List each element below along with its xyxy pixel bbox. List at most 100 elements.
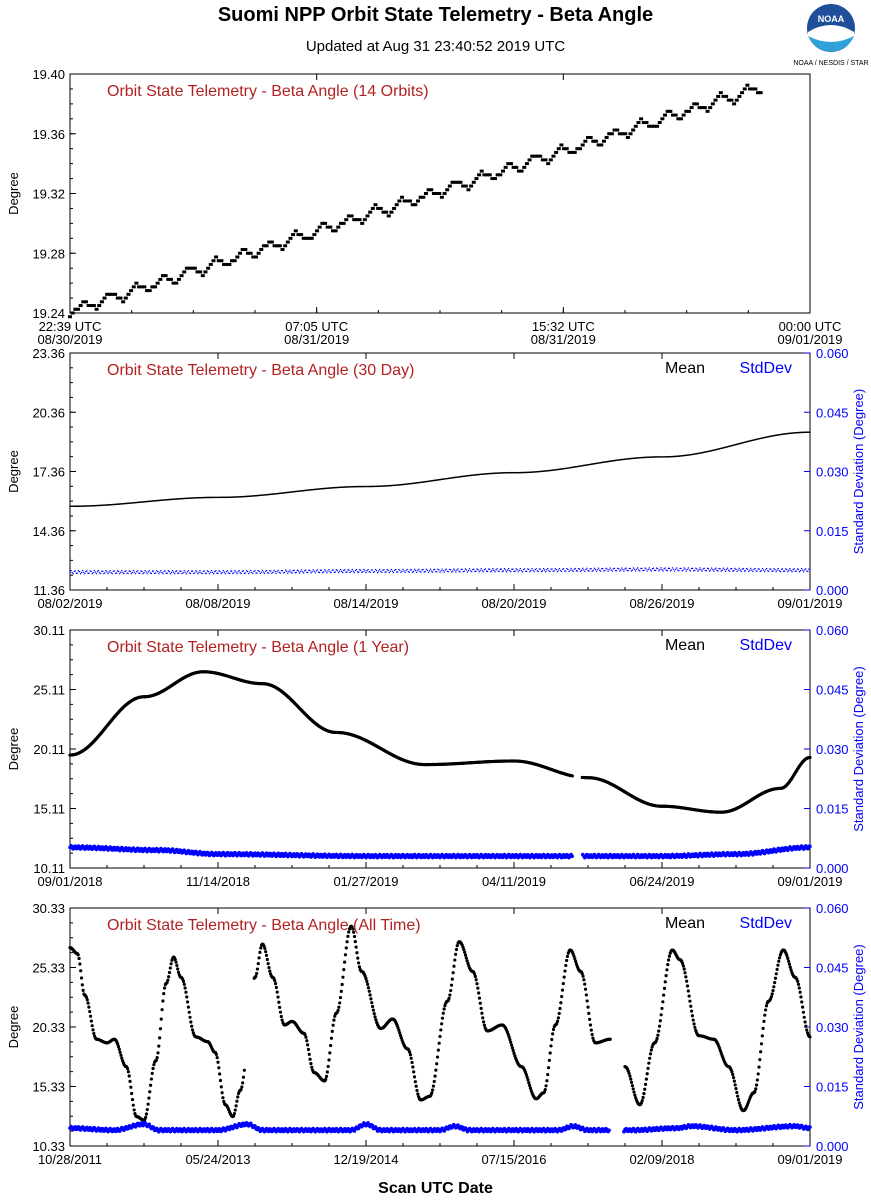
y-axis-label: Degree xyxy=(6,1006,21,1049)
data-point xyxy=(280,570,283,572)
data-point xyxy=(186,571,189,573)
data-point xyxy=(167,570,170,572)
data-point xyxy=(745,83,750,87)
data-point xyxy=(295,571,297,574)
data-point xyxy=(558,567,561,570)
data-point xyxy=(772,985,776,989)
data-point xyxy=(590,568,592,570)
data-point xyxy=(362,218,367,222)
data-point xyxy=(506,162,511,166)
data-point xyxy=(182,982,186,986)
data-point xyxy=(374,568,377,571)
data-point xyxy=(145,1107,149,1112)
data-point xyxy=(748,87,753,91)
data-point xyxy=(355,951,359,955)
data-point xyxy=(74,570,76,572)
data-point xyxy=(460,568,462,571)
data-point xyxy=(465,569,468,571)
data-point xyxy=(692,1022,696,1026)
data-point xyxy=(426,188,431,192)
data-point xyxy=(531,567,533,570)
data-point xyxy=(720,570,722,572)
data-point xyxy=(689,106,694,110)
data-point xyxy=(375,569,378,572)
data-point xyxy=(757,568,759,570)
data-point xyxy=(657,1029,661,1033)
data-point xyxy=(166,277,171,281)
data-point xyxy=(461,568,463,571)
data-point xyxy=(604,569,606,572)
data-point xyxy=(753,87,758,91)
data-point xyxy=(629,1077,633,1081)
data-point xyxy=(214,1052,218,1057)
data-point xyxy=(194,572,196,574)
data-point xyxy=(508,568,510,570)
data-point xyxy=(759,570,762,573)
data-point xyxy=(129,1085,133,1089)
data-point xyxy=(189,572,192,575)
data-point xyxy=(540,570,543,573)
data-point xyxy=(469,570,472,572)
data-point xyxy=(85,570,87,573)
x-tick-label: 02/09/2018 xyxy=(629,1152,694,1167)
data-point xyxy=(354,218,359,222)
data-point xyxy=(257,956,261,960)
x-tick-label: 09/01/2019 xyxy=(777,1152,842,1167)
x-tick-label: 08/20/2019 xyxy=(481,596,546,611)
data-point xyxy=(647,124,652,128)
data-point xyxy=(463,570,466,572)
data-point xyxy=(794,570,796,572)
data-point xyxy=(402,199,407,203)
data-point xyxy=(628,1074,632,1078)
data-point xyxy=(324,1077,328,1081)
data-point xyxy=(583,987,588,991)
data-point xyxy=(517,571,519,573)
data-point xyxy=(236,1095,240,1099)
panel-title: Orbit State Telemetry - Beta Angle (30 D… xyxy=(107,362,414,379)
data-point xyxy=(278,1005,282,1009)
y2-tick-label: 0.060 xyxy=(816,623,849,638)
data-point xyxy=(115,296,120,300)
data-point xyxy=(709,569,712,571)
data-point xyxy=(468,568,471,570)
data-point xyxy=(651,568,654,570)
data-point xyxy=(172,571,175,574)
data-point xyxy=(338,570,341,572)
panel-title: Orbit State Telemetry - Beta Angle (All … xyxy=(107,917,421,934)
data-point xyxy=(382,569,384,571)
data-point xyxy=(564,570,566,572)
data-point xyxy=(240,572,242,575)
y2-axis-label: Standard Deviation (Degree) xyxy=(851,944,866,1109)
data-point xyxy=(158,1036,162,1040)
data-point xyxy=(79,976,84,980)
data-point xyxy=(311,571,313,573)
data-point xyxy=(661,568,663,571)
data-point xyxy=(407,1050,412,1054)
data-point xyxy=(238,251,243,255)
data-point xyxy=(670,569,673,571)
data-point xyxy=(140,570,142,572)
y-tick-label: 30.33 xyxy=(32,901,65,916)
data-point xyxy=(447,996,451,1000)
data-point xyxy=(357,965,362,969)
data-point xyxy=(420,571,422,573)
data-point xyxy=(171,569,174,572)
data-point xyxy=(454,947,459,952)
x-tick-label: 15:32 UTC xyxy=(532,319,595,334)
data-point xyxy=(591,570,593,572)
data-point xyxy=(528,1083,532,1088)
data-point xyxy=(421,195,426,199)
data-point xyxy=(718,91,723,95)
data-point xyxy=(92,571,94,574)
data-point xyxy=(188,1015,192,1019)
data-point xyxy=(809,568,811,570)
data-point xyxy=(373,1015,377,1019)
data-point xyxy=(476,986,480,990)
y-tick-label: 15.11 xyxy=(33,802,65,817)
data-point xyxy=(241,1075,246,1079)
data-point xyxy=(227,572,230,574)
data-point xyxy=(253,570,255,573)
data-point xyxy=(631,128,636,132)
data-point xyxy=(344,946,348,950)
data-point xyxy=(242,570,245,572)
